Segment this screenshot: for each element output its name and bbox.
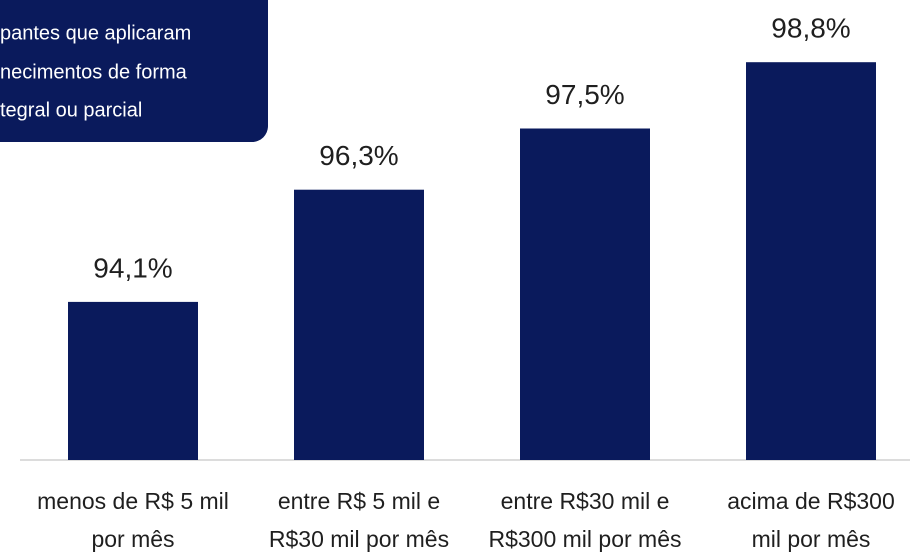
annotation-box	[0, 0, 268, 142]
value-label: 94,1%	[93, 252, 172, 283]
annotation: necimentos de forma	[0, 61, 188, 83]
value-label: 98,8%	[771, 13, 850, 44]
bar	[746, 62, 876, 460]
bar	[294, 189, 424, 460]
value-label: 96,3%	[319, 140, 398, 171]
bar	[520, 128, 650, 460]
x-tick-label: mil por mês	[752, 526, 871, 552]
x-tick-label: acima de R$300	[727, 488, 895, 514]
x-tick-label: R$30 mil por mês	[269, 526, 449, 552]
x-tick-label: por mês	[91, 526, 174, 552]
bar	[68, 301, 198, 460]
x-tick-label: entre R$ 5 mil e	[278, 488, 440, 514]
x-tick-label: R$300 mil por mês	[488, 526, 681, 552]
x-tick-label: entre R$30 mil e	[501, 488, 670, 514]
x-tick-label: menos de R$ 5 mil	[37, 488, 229, 514]
annotation: tegral ou parcial	[0, 99, 142, 121]
annotation: pantes que aplicaram	[0, 22, 191, 44]
value-label: 97,5%	[545, 79, 624, 110]
